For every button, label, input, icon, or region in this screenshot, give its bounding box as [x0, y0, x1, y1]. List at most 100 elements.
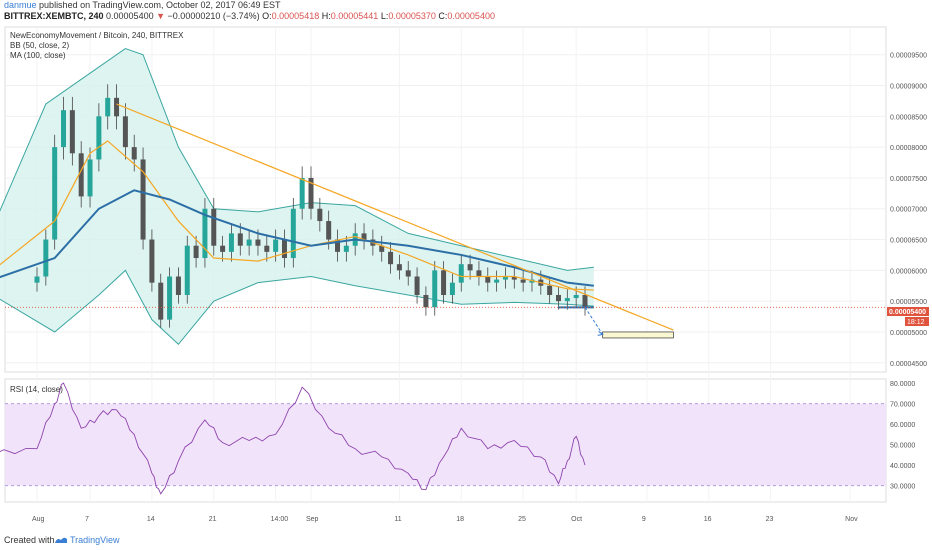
- close-value: 0.00005400: [447, 11, 495, 21]
- tradingview-brand-link[interactable]: TradingView: [70, 535, 120, 545]
- down-triangle-icon: ▼: [156, 11, 166, 21]
- open-value: 0.00005418: [271, 11, 320, 21]
- candle-body: [122, 116, 128, 148]
- ma-legend: MA (100, close): [10, 51, 66, 60]
- time-tick-label: 14: [147, 516, 155, 523]
- candle-body: [193, 245, 199, 259]
- candle-body: [449, 282, 455, 295]
- time-tick-label: Nov: [845, 516, 858, 523]
- price-tick-label: 0.00007000: [890, 207, 927, 214]
- candle-body: [405, 270, 411, 277]
- candle-body: [317, 208, 323, 222]
- candle-body: [511, 276, 517, 280]
- candle-body: [361, 233, 367, 240]
- trendline: [116, 103, 674, 331]
- candle-body: [158, 282, 164, 320]
- candle-body: [149, 239, 155, 283]
- time-tick-label: Aug: [32, 516, 45, 523]
- last-price: 0.00005400: [106, 11, 154, 21]
- change-value: −0.00000210 (−3.74%): [167, 11, 260, 21]
- publish-line: danmue published on TradingView.com, Oct…: [4, 0, 281, 11]
- tradingview-logo-icon: [55, 537, 67, 543]
- candle-body: [547, 285, 553, 295]
- candle-body: [264, 245, 270, 252]
- candle-body: [69, 110, 75, 154]
- symbol-label: BITTREX:XEMBTC, 240: [4, 11, 104, 21]
- bb-legend: BB (50, close, 2): [10, 41, 69, 50]
- candle-body: [175, 276, 181, 295]
- candle-body: [476, 270, 482, 277]
- candle-body: [220, 245, 226, 252]
- candle-body: [140, 159, 146, 240]
- candle-body: [105, 97, 111, 117]
- arrow-head-icon: [597, 331, 604, 336]
- bb-basis-line: [0, 140, 594, 291]
- chart-header: danmue published on TradingView.com, Oct…: [0, 0, 932, 22]
- candle-body: [379, 245, 385, 252]
- candle-body: [202, 208, 208, 259]
- candle-body: [396, 264, 402, 271]
- candle-body: [564, 298, 570, 302]
- candle-body: [335, 239, 341, 252]
- open-key: O:: [262, 11, 272, 21]
- price-badge-value: 0.00005400: [889, 309, 926, 316]
- candle-body: [432, 270, 438, 308]
- rsi-legend: RSI (14, close): [10, 385, 63, 394]
- time-tick-label: 23: [766, 516, 774, 523]
- rsi-tick-label: 40.0000: [890, 463, 915, 470]
- price-tick-label: 0.00006000: [890, 268, 927, 275]
- candle-body: [485, 276, 491, 283]
- main-plot: [0, 48, 886, 346]
- time-tick-label: 21: [209, 516, 217, 523]
- price-tick-label: 0.00009000: [890, 84, 927, 91]
- price-tick-label: 0.00004500: [890, 361, 927, 368]
- candle-body: [520, 279, 526, 283]
- rsi-tick-label: 50.0000: [890, 443, 915, 450]
- time-tick-label: 14:00: [271, 516, 289, 523]
- candle-body: [273, 239, 279, 252]
- candle-body: [246, 239, 252, 246]
- publish-info: published on TradingView.com, October 02…: [39, 0, 281, 10]
- candle-body: [290, 208, 296, 259]
- bb-lower-line: [0, 269, 594, 346]
- time-tick-label: 25: [518, 516, 526, 523]
- time-tick-label: 16: [704, 516, 712, 523]
- candle-body: [458, 264, 464, 283]
- author-link[interactable]: danmue: [4, 0, 37, 10]
- candle-body: [573, 294, 579, 299]
- projection-arrow: [584, 307, 604, 335]
- low-key: L:: [380, 11, 389, 21]
- rsi-tick-label: 30.0000: [890, 484, 915, 491]
- ohlc-line: BITTREX:XEMBTC, 240 0.00005400 ▼ −0.0000…: [4, 11, 495, 22]
- candle-body: [299, 177, 305, 209]
- price-tick-label: 0.00007500: [890, 176, 927, 183]
- candle-body: [131, 147, 137, 160]
- target-box: [602, 331, 674, 339]
- candle-body: [61, 110, 67, 148]
- candle-body: [114, 97, 120, 117]
- candle-body: [78, 153, 84, 197]
- price-tick-label: 0.00008000: [890, 145, 927, 152]
- price-badge-countdown: 18:12: [907, 319, 925, 326]
- high-key: H:: [321, 11, 331, 21]
- price-tick-label: 0.00009500: [890, 53, 927, 60]
- candle-body: [211, 208, 217, 246]
- candle-body: [494, 279, 500, 283]
- candle-body: [228, 233, 234, 252]
- candle-body: [326, 221, 332, 240]
- candle-body: [441, 270, 447, 295]
- candle-body: [343, 245, 349, 252]
- candle-body: [502, 276, 508, 280]
- rsi-tick-label: 80.0000: [890, 381, 915, 388]
- candle-body: [582, 294, 588, 308]
- time-tick-label: Sep: [306, 516, 319, 523]
- rsi-tick-label: 60.0000: [890, 422, 915, 429]
- axes: 0.00009500 0.00009000 0.00008500 0.00008000…: [32, 53, 927, 523]
- candle-body: [414, 276, 420, 295]
- time-tick-label: 9: [642, 516, 646, 523]
- chart-canvas[interactable]: 0.00009500 0.00009000 0.00008500 0.00008000…: [0, 22, 932, 530]
- time-tick-label: 11: [394, 516, 401, 523]
- candle-body: [237, 233, 243, 246]
- candle-body: [281, 239, 287, 259]
- time-tick-label: Oct: [571, 516, 582, 523]
